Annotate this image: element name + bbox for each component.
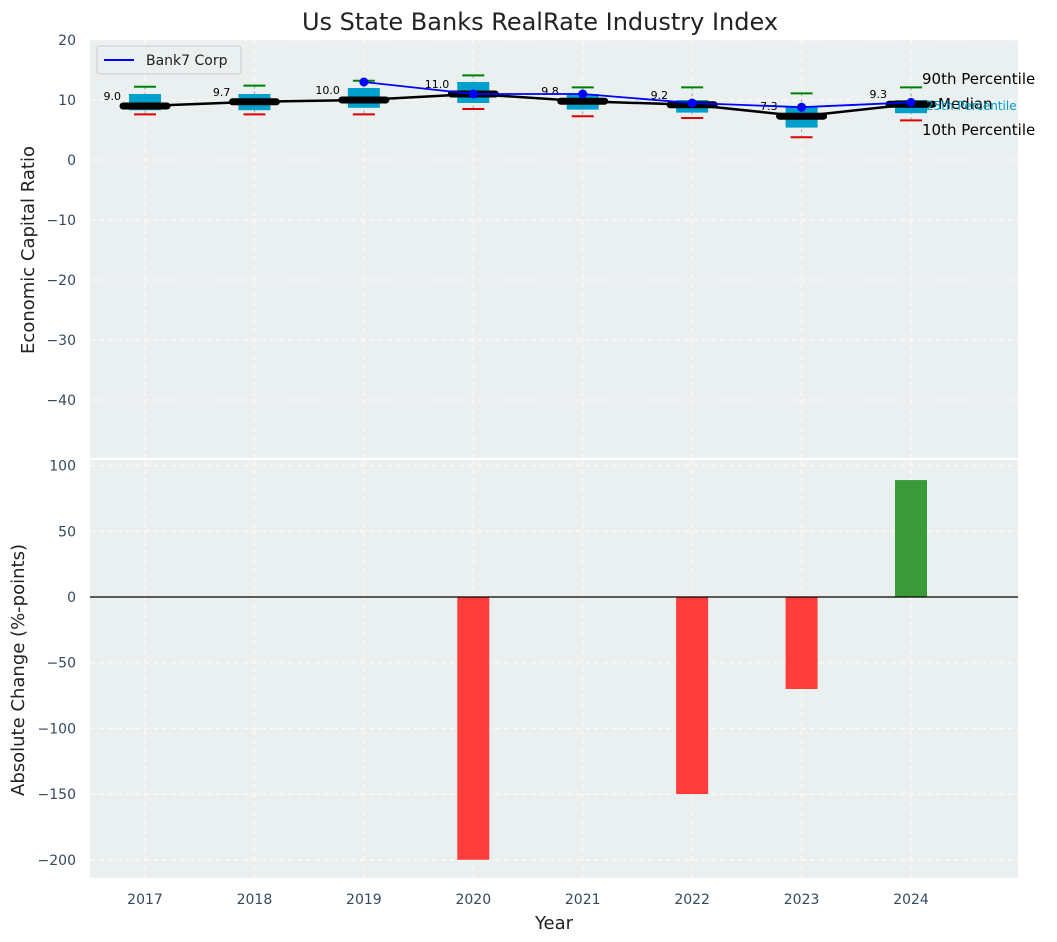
bank7-corp-line (363, 81, 912, 109)
bottom-y-tick-label: −150 (38, 787, 76, 803)
top-y-axis-label: Economic Capital Ratio (18, 146, 39, 354)
x-tick-label: 2023 (784, 892, 820, 908)
annotation-p90: 90th Percentile (922, 70, 1035, 88)
median-data-label: 9.3 (870, 88, 888, 101)
legend-label: Bank7 Corp (146, 53, 228, 69)
bottom-y-axis-label: Absolute Change (%-points) (8, 544, 29, 796)
median-data-label: 9.2 (651, 89, 669, 102)
change-bar (676, 597, 709, 795)
top-y-tick-label: −10 (46, 213, 76, 229)
median-data-label: 9.8 (541, 85, 559, 98)
bottom-y-tick-label: 50 (58, 524, 76, 540)
top-marks: 9.0 9.7 10.0 11.09.8 9.27.39.3 (104, 74, 937, 139)
top-y-tick-label: −30 (46, 333, 76, 349)
bottom-grid: 100 50 0 −50 −100 −150 −200 2017 2018 2019 2020 202… (38, 459, 1018, 908)
x-tick-label: 2022 (674, 892, 710, 908)
bank7-corp-point (687, 98, 697, 108)
percentile-annotations: 90th Percentile Median 25th Percentile 1… (922, 70, 1035, 139)
change-bar (457, 597, 490, 860)
annotation-p25: 25th Percentile (926, 99, 1017, 113)
legend-box (96, 45, 242, 75)
x-tick-label: 2024 (893, 892, 929, 908)
top-y-tick-label: 0 (67, 153, 76, 169)
x-tick-label: 2020 (455, 892, 491, 908)
bottom-marks (90, 480, 1018, 860)
top-y-tick-label: −40 (46, 393, 76, 409)
bank7-corp-point (468, 89, 478, 99)
top-y-tick-label: 10 (58, 93, 76, 109)
bottom-y-tick-label: 100 (49, 459, 76, 475)
x-tick-label: 2019 (346, 892, 382, 908)
bank7-corp-point (578, 89, 588, 99)
median-data-label: 11.0 (425, 78, 450, 91)
median-data-label: 9.0 (104, 90, 122, 103)
top-y-tick-label: 20 (58, 33, 76, 49)
chart-title: Us State Banks RealRate Industry Index (302, 8, 778, 36)
top-y-tick-label: −20 (46, 273, 76, 289)
median-data-label: 10.0 (315, 84, 340, 97)
x-tick-label: 2021 (565, 892, 601, 908)
x-tick-label: 2017 (127, 892, 163, 908)
bottom-y-tick-label: −50 (46, 656, 76, 672)
x-tick-label: 2018 (237, 892, 273, 908)
bottom-y-tick-label: −100 (38, 721, 76, 737)
x-axis-label: Year (534, 913, 574, 934)
bottom-plot-area (90, 460, 1018, 878)
change-bar (785, 597, 818, 689)
bank7-corp-point (906, 97, 916, 107)
legend: Bank7 Corp (96, 45, 242, 75)
median-data-label: 9.7 (213, 86, 231, 99)
change-bar (895, 480, 928, 597)
bank7-corp-point (797, 102, 807, 112)
annotation-p10: 10th Percentile (922, 121, 1035, 139)
bottom-y-tick-label: 0 (67, 590, 76, 606)
bank7-corp-point (359, 77, 369, 87)
annotation-median: Median (938, 95, 993, 113)
bottom-y-tick-label: −200 (38, 853, 76, 869)
